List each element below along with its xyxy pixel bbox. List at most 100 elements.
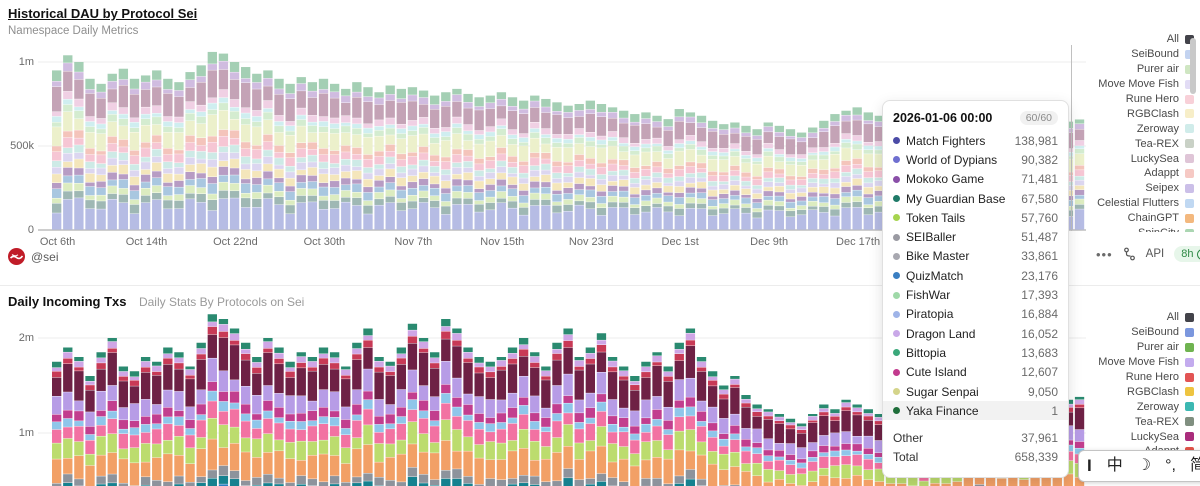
- tooltip-series-name: Match Fighters: [893, 134, 985, 148]
- legend-item-spincity[interactable]: SpinCity: [1090, 226, 1194, 232]
- series-color-dot: [893, 330, 900, 338]
- x-axis-tick-label: Dec 17th: [836, 236, 881, 248]
- legend-item-label: LuckySea: [1130, 430, 1179, 443]
- legend-item-all[interactable]: All: [1090, 310, 1194, 325]
- legend-swatch: [1185, 49, 1194, 59]
- legend-item-purer-air[interactable]: Purer air: [1090, 62, 1194, 77]
- tooltip-series-row: SEIBaller 51,487: [883, 227, 1068, 246]
- legend-item-tea-rex[interactable]: Tea-REX: [1090, 414, 1194, 429]
- tooltip-series-row: Token Tails 57,760: [883, 208, 1068, 227]
- tooltip-series-name: My Guardian Base: [893, 192, 1005, 206]
- legend-item-adappt[interactable]: Adappt: [1090, 166, 1194, 181]
- top-chart-legend: All SeiBound Purer air Move Move Fish Rune H…: [1090, 32, 1194, 232]
- series-color-dot: [893, 195, 900, 203]
- legend-item-label: RGBClash: [1127, 385, 1179, 398]
- legend-swatch: [1185, 312, 1194, 322]
- dark-mode-moon-icon[interactable]: ☽: [1136, 457, 1152, 474]
- legend-item-rgbclash[interactable]: RGBClash: [1090, 384, 1194, 399]
- tooltip-series-value: 90,382: [1021, 152, 1058, 167]
- punctuation-button[interactable]: °,: [1165, 457, 1176, 474]
- tooltip-series-name: SEIBaller: [893, 230, 956, 244]
- legend-item-seibound[interactable]: SeiBound: [1090, 325, 1194, 340]
- y-axis-tick-label: 500k: [10, 140, 34, 152]
- legend-swatch: [1185, 79, 1194, 89]
- ime-toolbar: I 中☽°,简☺: [1078, 450, 1200, 482]
- top-chart-title[interactable]: Historical DAU by Protocol Sei: [8, 6, 198, 21]
- author-handle[interactable]: @sei: [31, 249, 59, 264]
- legend-swatch: [1185, 228, 1194, 232]
- tooltip-series-row: QuizMatch 23,176: [883, 266, 1068, 285]
- tooltip-series-row: Yaka Finance 1: [883, 401, 1068, 421]
- series-color-dot: [893, 407, 900, 415]
- legend-item-label: Tea-REX: [1134, 415, 1179, 428]
- legend-swatch: [1185, 64, 1194, 74]
- legend-item-rgbclash[interactable]: RGBClash: [1090, 106, 1194, 121]
- series-color-dot: [893, 349, 900, 357]
- series-color-dot: [893, 368, 900, 376]
- ime-language-button[interactable]: 中: [1106, 457, 1123, 474]
- legend-item-seipex[interactable]: Seipex: [1090, 181, 1194, 196]
- y-axis-tick-label: 0: [27, 224, 34, 236]
- legend-scrollbar[interactable]: [1190, 38, 1196, 94]
- legend-item-zeroway[interactable]: Zeroway: [1090, 121, 1194, 136]
- y-axis-tick-label: 1m: [18, 56, 34, 68]
- legend-item-rune-hero[interactable]: Rune Hero: [1090, 370, 1194, 385]
- legend-item-label: Purer air: [1136, 63, 1179, 76]
- tooltip-series-name: Cute Island: [893, 365, 967, 379]
- legend-item-luckysea[interactable]: LuckySea: [1090, 151, 1194, 166]
- legend-item-label: SpinCity: [1138, 227, 1179, 232]
- legend-swatch: [1185, 168, 1194, 178]
- legend-item-zeroway[interactable]: Zeroway: [1090, 399, 1194, 414]
- api-button[interactable]: API: [1145, 248, 1165, 260]
- legend-swatch: [1185, 342, 1194, 352]
- tooltip-total-value: 658,339: [1014, 450, 1058, 465]
- legend-item-label: All: [1166, 33, 1179, 46]
- tooltip-series-value: 67,580: [1021, 191, 1058, 206]
- more-options-button[interactable]: •••: [1096, 246, 1113, 262]
- top-chart-subtitle: Namespace Daily Metrics: [8, 25, 139, 37]
- legend-item-seibound[interactable]: SeiBound: [1090, 47, 1194, 62]
- legend-item-chaingpt[interactable]: ChainGPT: [1090, 211, 1194, 226]
- legend-item-label: Zeroway: [1136, 400, 1179, 413]
- legend-swatch: [1185, 183, 1194, 193]
- tooltip-series-row: Piratopia 16,884: [883, 305, 1068, 324]
- x-axis-tick-label: Dec 1st: [661, 236, 699, 248]
- tooltip-series-row: Mokoko Game 71,481: [883, 170, 1068, 189]
- x-axis-tick-label: Dec 9th: [750, 236, 789, 248]
- series-color-dot: [893, 233, 900, 241]
- tooltip-rows: Match Fighters 138,981 World of Dypians 90,…: [883, 131, 1068, 421]
- legend-item-move-move-fish[interactable]: Move Move Fish: [1090, 77, 1194, 92]
- legend-item-rune-hero[interactable]: Rune Hero: [1090, 92, 1194, 107]
- tooltip-series-name: Token Tails: [893, 211, 965, 225]
- text-caret-icon: I: [1087, 456, 1092, 475]
- series-color-dot: [893, 272, 900, 280]
- simplified-chinese-button[interactable]: 简: [1189, 457, 1200, 474]
- legend-item-luckysea[interactable]: LuckySea: [1090, 429, 1194, 444]
- tooltip-series-name: Sugar Senpai: [893, 385, 979, 399]
- series-color-dot: [893, 214, 900, 222]
- tooltip-series-name: World of Dypians: [893, 153, 997, 167]
- legend-swatch: [1185, 34, 1194, 44]
- bottom-chart-title[interactable]: Daily Incoming Txs: [8, 294, 127, 309]
- legend-item-tea-rex[interactable]: Tea-REX: [1090, 136, 1194, 151]
- legend-item-celestial-flutters[interactable]: Celestial Flutters: [1090, 196, 1194, 211]
- legend-swatch: [1185, 357, 1194, 367]
- legend-item-label: Zeroway: [1136, 122, 1179, 135]
- tooltip-total-label: Total: [893, 450, 919, 465]
- legend-item-all[interactable]: All: [1090, 32, 1194, 47]
- refresh-status-badge[interactable]: 8h ✓: [1174, 246, 1200, 262]
- legend-item-label: Purer air: [1136, 341, 1179, 354]
- legend-swatch: [1185, 432, 1194, 442]
- tooltip-series-name: Dragon Land: [893, 327, 975, 341]
- legend-item-move-move-fish[interactable]: Move Move Fish: [1090, 355, 1194, 370]
- tooltip-other-row: Other 37,961: [883, 428, 1068, 447]
- tooltip-series-row: Cute Island 12,607: [883, 363, 1068, 382]
- fork-icon[interactable]: [1123, 247, 1136, 261]
- tooltip-series-name: Bittopia: [893, 346, 946, 360]
- legend-item-label: LuckySea: [1130, 152, 1179, 165]
- legend-item-purer-air[interactable]: Purer air: [1090, 340, 1194, 355]
- series-color-dot: [893, 310, 900, 318]
- legend-item-label: Rune Hero: [1125, 93, 1179, 105]
- tooltip-date: 2026-01-06 00:00: [893, 111, 993, 125]
